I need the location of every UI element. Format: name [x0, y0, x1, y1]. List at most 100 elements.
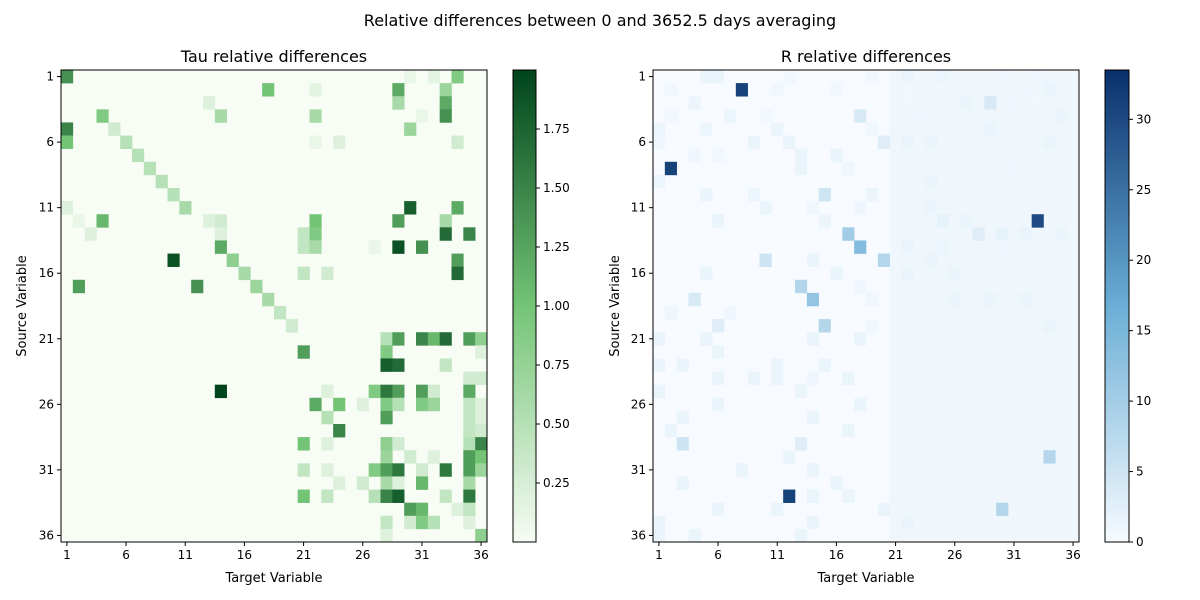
tau-heatmap-cell [155, 174, 168, 189]
r-heatmap-cell [724, 306, 737, 320]
tau-heatmap-cell [427, 384, 440, 399]
tau-heatmap-cell [262, 292, 275, 307]
r-heatmap-cell [901, 96, 914, 110]
tau-heatmap-cell [416, 397, 429, 412]
tau-heatmap-cell [309, 83, 322, 97]
r-heatmap-cell [960, 96, 973, 110]
tau-heatmap-cell [439, 463, 452, 477]
r-heatmap-cell [664, 83, 677, 97]
r-heatmap-cell [700, 188, 713, 202]
r-heatmap-cell [901, 240, 914, 254]
tau-heatmap-cell [120, 135, 133, 149]
r-heatmap-cell [901, 70, 914, 84]
tau-heatmap-cell [463, 476, 476, 490]
r-heatmap-cell [830, 476, 843, 490]
r-heatmap-cell [830, 266, 843, 281]
tau-heatmap-cell [463, 437, 476, 451]
r-heatmap-cell [1031, 214, 1044, 228]
r-colorbar-tick-label: 20 [1136, 253, 1151, 267]
tau-x-tick-label: 6 [122, 548, 130, 562]
tau-heatmap-cell [463, 397, 476, 412]
r-heatmap-cell [854, 397, 867, 412]
r-heatmap-cell [712, 319, 725, 333]
tau-heatmap-cell [226, 253, 239, 267]
r-heatmap-cell [984, 292, 997, 307]
r-heatmap-cell [712, 502, 725, 517]
r-heatmap-cell [913, 109, 926, 123]
tau-heatmap-cell [309, 227, 322, 241]
r-heatmap-cell [795, 384, 808, 399]
r-heatmap-cell [653, 135, 666, 149]
r-heatmap-cell [866, 319, 879, 333]
r-heatmap-cell [806, 515, 819, 530]
tau-heatmap-cell [167, 253, 180, 267]
tau-colorbar-tick-label: 0.75 [543, 358, 570, 372]
tau-heatmap-cell [96, 214, 109, 228]
tau-heatmap-cell [356, 476, 369, 490]
tau-heatmap-cell [463, 489, 476, 503]
tau-heatmap-cell [61, 201, 74, 215]
tau-heatmap-cell [439, 489, 452, 503]
r-heatmap-cell [806, 371, 819, 385]
r-heatmap-cell [854, 240, 867, 254]
r-heatmap-cell [960, 214, 973, 228]
tau-y-tick-label: 16 [39, 266, 54, 280]
r-heatmap-cell [783, 135, 796, 149]
tau-heatmap-cell [380, 463, 393, 477]
r-heatmap-cell [724, 109, 737, 123]
r-x-tick-label: 6 [714, 548, 722, 562]
tau-heatmap-cell [463, 450, 476, 464]
tau-heatmap-cell [392, 437, 405, 451]
r-heatmap-cell [806, 489, 819, 503]
r-heatmap-cell [676, 358, 689, 372]
tau-heatmap-cell [321, 410, 334, 425]
tau-heatmap-cell [285, 319, 298, 333]
tau-heatmap-cell [463, 384, 476, 399]
tau-heatmap-cell [451, 502, 464, 517]
tau-y-tick-label: 36 [39, 528, 54, 542]
r-y-tick-label: 26 [631, 397, 646, 411]
tau-heatmap-cell [392, 96, 405, 110]
tau-heatmap-cell [380, 476, 393, 490]
tau-heatmap-cell [321, 266, 334, 281]
r-heatmap-cell [818, 319, 831, 333]
tau-heatmap-cell [392, 83, 405, 97]
r-heatmap-cell [996, 70, 1009, 84]
tau-y-tick-label: 6 [46, 135, 54, 149]
tau-heatmap-cell [333, 476, 346, 490]
r-heatmap-cell [712, 70, 725, 84]
r-heatmap-cell [877, 502, 890, 517]
r-heatmap-cell [783, 489, 796, 503]
r-heatmap-cell [1043, 135, 1056, 149]
r-heatmap-cell [771, 502, 784, 517]
tau-heatmap-cell [404, 515, 417, 530]
r-x-axis-label: Target Variable [817, 571, 915, 586]
tau-heatmap-cell [463, 371, 476, 385]
tau-heatmap-cell [72, 279, 85, 294]
tau-heatmap-cell [475, 410, 488, 425]
r-x-tick-label: 16 [829, 548, 844, 562]
r-colorbar-tick-label: 25 [1136, 183, 1151, 197]
tau-heatmap-cell [463, 424, 476, 438]
tau-heatmap-cell [427, 70, 440, 84]
tau-heatmap-cell [250, 279, 263, 294]
tau-heatmap-cell [309, 135, 322, 149]
r-heatmap-cell [806, 410, 819, 425]
tau-heatmap-cell [439, 96, 452, 110]
tau-colorbar-tick-label: 1.50 [543, 181, 570, 195]
tau-heatmap-frame [60, 69, 488, 543]
r-heatmap-cell [996, 502, 1009, 517]
tau-heatmap-cell [380, 450, 393, 464]
tau-colorbar-gradient [512, 69, 537, 543]
tau-heatmap-cell [380, 397, 393, 412]
r-heatmap-cell [1055, 109, 1068, 123]
tau-colorbar-tick-label: 1.25 [543, 240, 570, 254]
tau-heatmap-cell [392, 214, 405, 228]
r-y-tick-label: 31 [631, 463, 646, 477]
r-heatmap-cell [937, 214, 950, 228]
tau-heatmap-cell [333, 424, 346, 438]
r-heatmap-cell [806, 463, 819, 477]
tau-heatmap-cell [297, 437, 310, 451]
r-heatmap-cell [818, 214, 831, 228]
